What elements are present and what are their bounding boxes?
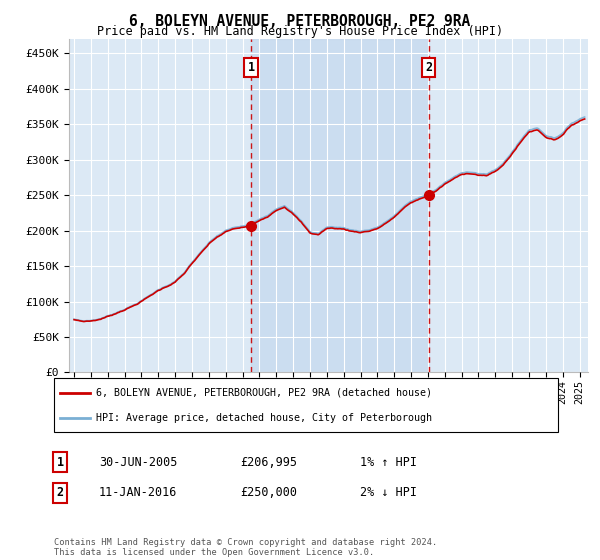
Text: 30-JUN-2005: 30-JUN-2005 — [99, 455, 178, 469]
Text: £206,995: £206,995 — [240, 455, 297, 469]
Text: 6, BOLEYN AVENUE, PETERBOROUGH, PE2 9RA (detached house): 6, BOLEYN AVENUE, PETERBOROUGH, PE2 9RA … — [96, 388, 432, 398]
Text: 2: 2 — [56, 486, 64, 500]
Text: HPI: Average price, detached house, City of Peterborough: HPI: Average price, detached house, City… — [96, 413, 432, 423]
Text: 1: 1 — [247, 61, 254, 74]
Text: 2% ↓ HPI: 2% ↓ HPI — [360, 486, 417, 500]
Text: 1: 1 — [56, 455, 64, 469]
Bar — [251, 39, 428, 372]
Text: 2: 2 — [425, 61, 432, 74]
Text: Contains HM Land Registry data © Crown copyright and database right 2024.
This d: Contains HM Land Registry data © Crown c… — [54, 538, 437, 557]
Text: 1% ↑ HPI: 1% ↑ HPI — [360, 455, 417, 469]
Text: £250,000: £250,000 — [240, 486, 297, 500]
Text: 6, BOLEYN AVENUE, PETERBOROUGH, PE2 9RA: 6, BOLEYN AVENUE, PETERBOROUGH, PE2 9RA — [130, 14, 470, 29]
Text: 11-JAN-2016: 11-JAN-2016 — [99, 486, 178, 500]
Text: Price paid vs. HM Land Registry's House Price Index (HPI): Price paid vs. HM Land Registry's House … — [97, 25, 503, 38]
